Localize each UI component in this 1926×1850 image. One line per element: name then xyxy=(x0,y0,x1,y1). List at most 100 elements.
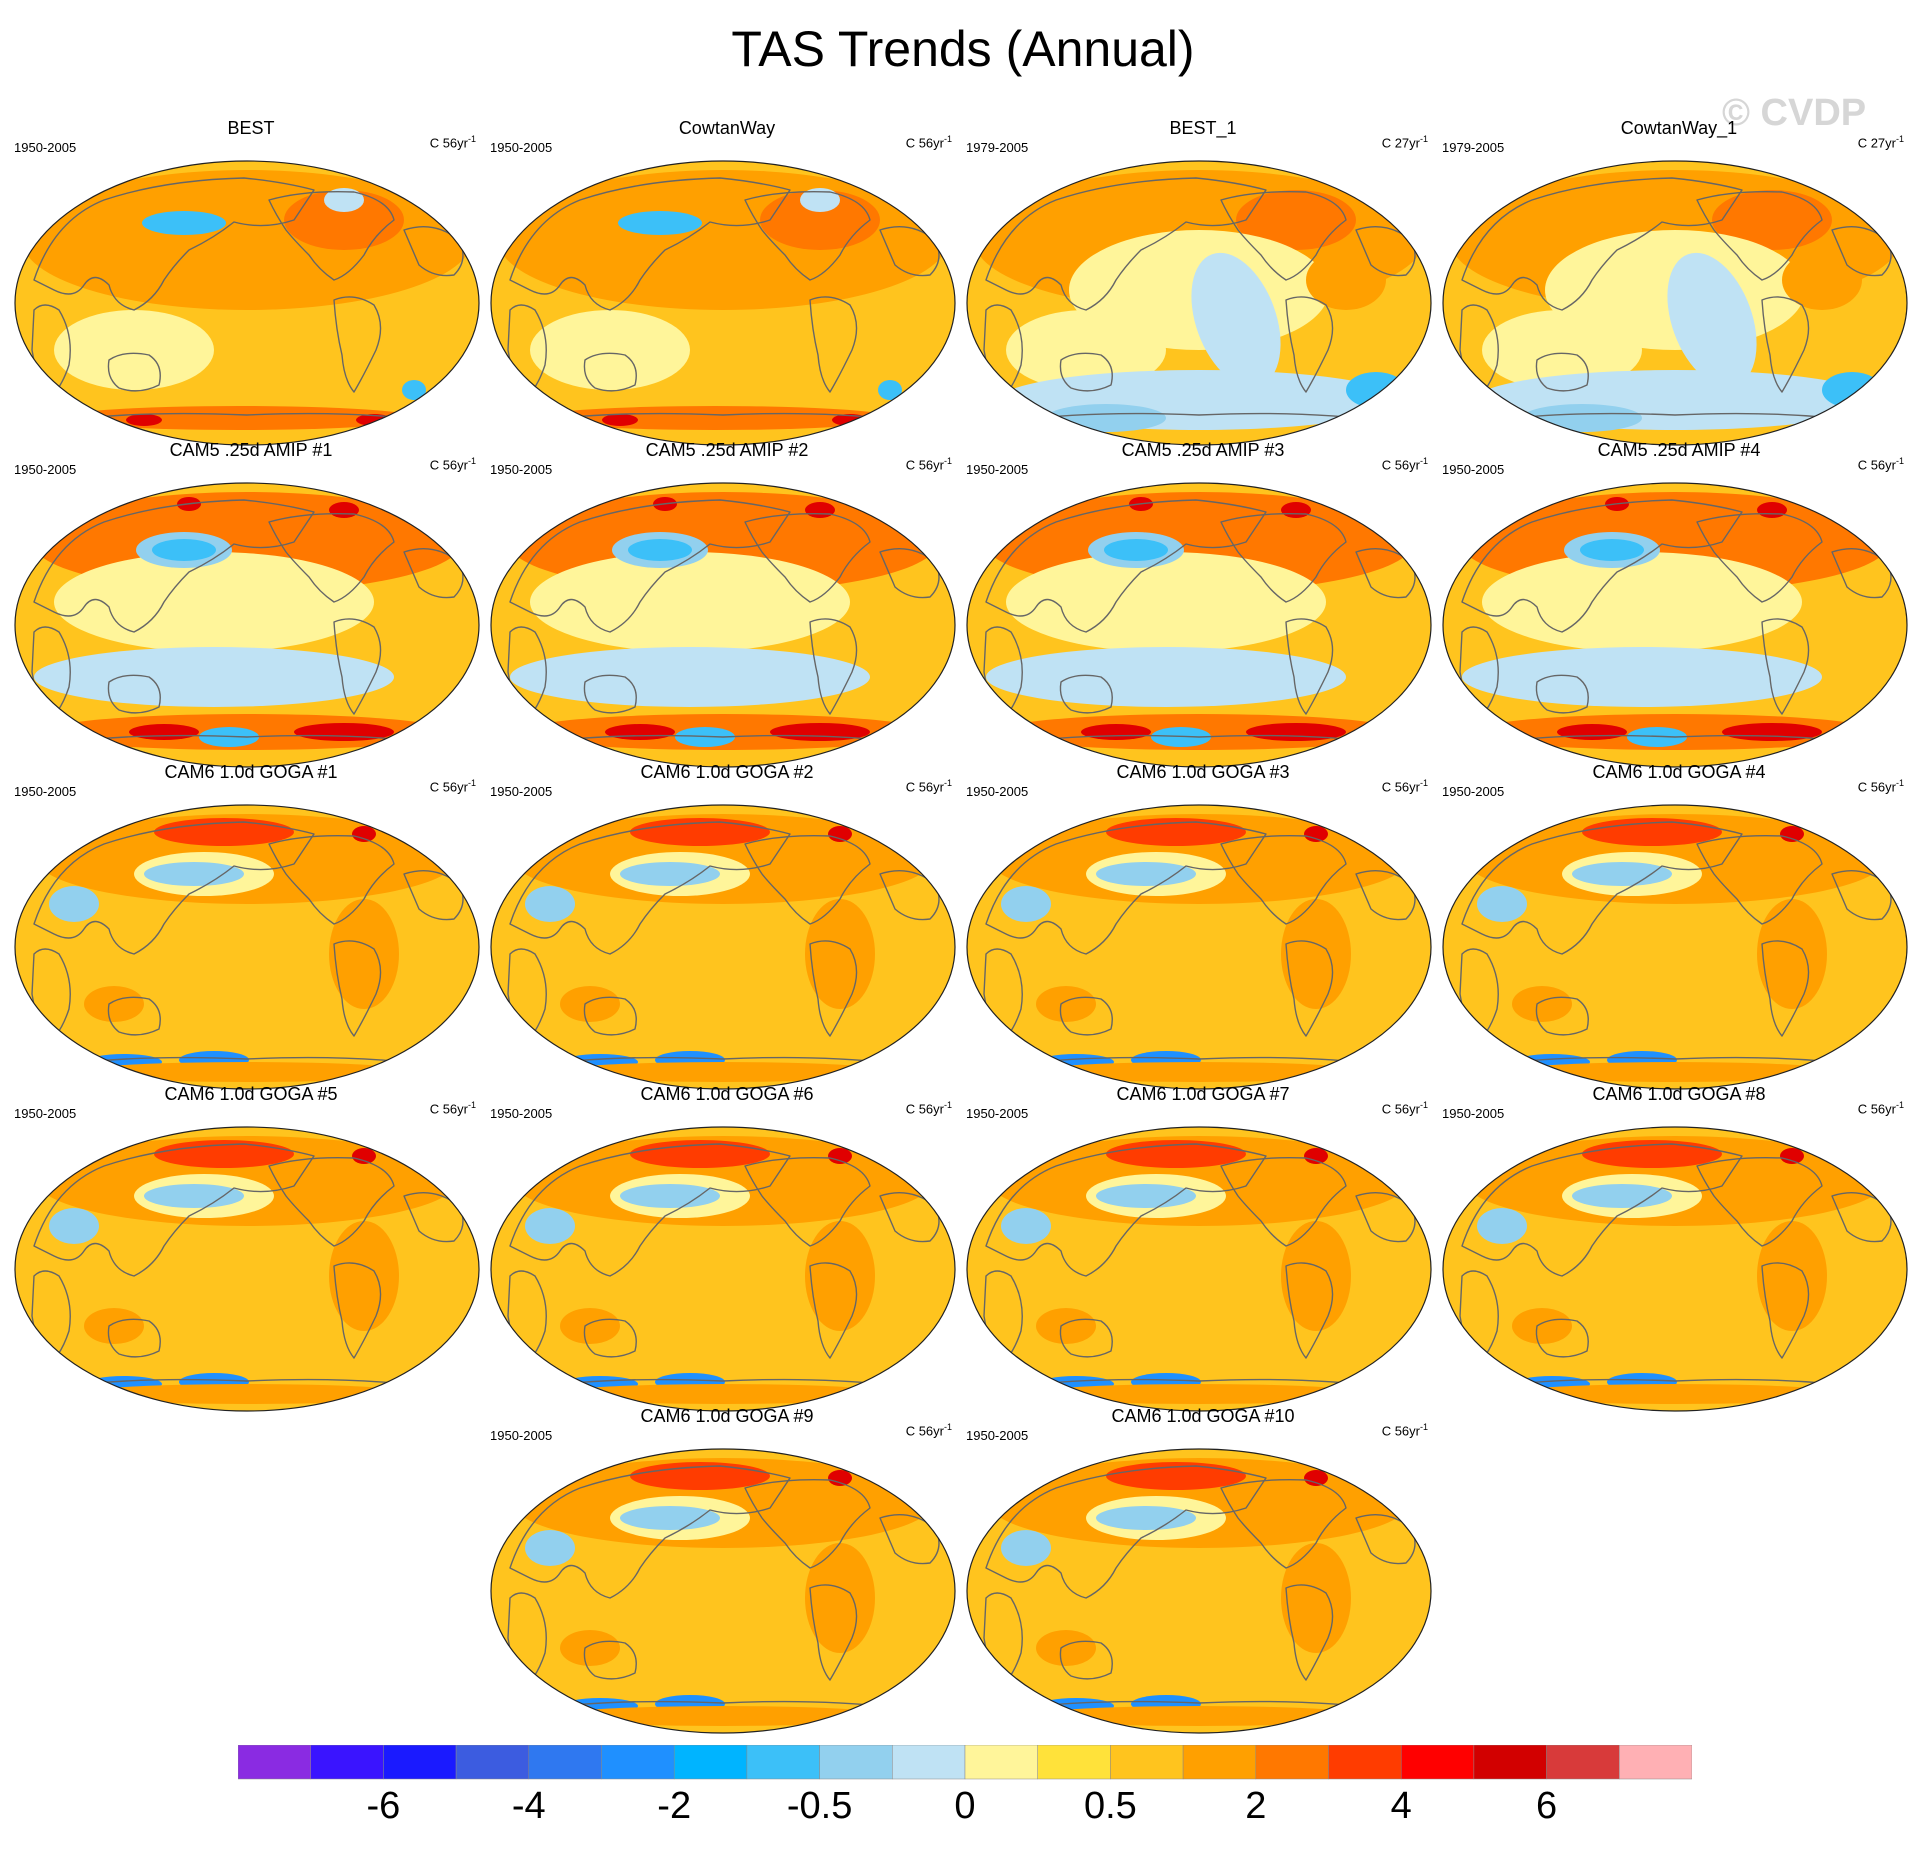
hot-greenland-spot xyxy=(828,1148,852,1164)
cool-north-pacific-core xyxy=(628,539,692,561)
trend-map xyxy=(1442,804,1908,1090)
coastline-eurasia xyxy=(33,177,315,311)
panel-units: C 56yr-1 xyxy=(905,1100,952,1117)
map-outline xyxy=(490,160,956,446)
coastline-europe xyxy=(1355,870,1416,921)
trend-map xyxy=(490,1448,956,1734)
coastline-south-america xyxy=(809,296,858,393)
hot-antarctic-spot-west xyxy=(602,414,638,426)
map-panel: CowtanWay_1 1979-2005 C 27yr-1 xyxy=(1442,118,1916,448)
coastline-europe xyxy=(1831,226,1892,277)
panel-title: CAM6 1.0d GOGA #2 xyxy=(640,762,814,782)
colorbar-box xyxy=(964,1745,1038,1780)
warm-south-america xyxy=(805,1221,875,1331)
panel-title: CAM6 1.0d GOGA #5 xyxy=(164,1084,338,1104)
warm-antarctic-rim xyxy=(1029,1706,1369,1726)
pale-tropical-band xyxy=(54,552,374,652)
coastline-south-america xyxy=(333,296,382,393)
cool-east-asia-spot xyxy=(1001,1208,1051,1244)
coastline-australia xyxy=(107,674,161,714)
colorbar-box xyxy=(892,1745,966,1780)
panel-title: CowtanWay xyxy=(678,118,776,138)
colorbar-box xyxy=(673,1745,748,1780)
coastline-south-america xyxy=(333,1262,382,1359)
warm-north-america-arctic xyxy=(284,190,404,250)
map-panel: CAM6 1.0d GOGA #9 1950-2005 C 56yr-1 xyxy=(490,1406,964,1736)
warm-south-america xyxy=(1281,1221,1351,1331)
hot-siberian-arctic xyxy=(1106,818,1246,846)
map-outline xyxy=(14,804,480,1090)
panel-period: 1979-2005 xyxy=(966,140,1029,155)
trend-map xyxy=(1442,1126,1908,1412)
cool-north-pacific-spot xyxy=(618,211,702,235)
hot-arctic-spot-east xyxy=(805,502,835,518)
hot-siberian-arctic xyxy=(630,818,770,846)
colorbar-box xyxy=(1110,1745,1184,1780)
trend-map xyxy=(966,1126,1432,1412)
panel-title: CAM6 1.0d GOGA #8 xyxy=(1592,1084,1766,1104)
map-outline xyxy=(14,160,480,446)
pale-indian-ocean-patch xyxy=(54,310,214,390)
cool-north-pacific-core xyxy=(620,1184,720,1208)
panel-units: C 56yr-1 xyxy=(1381,778,1428,795)
map-panel: CAM6 1.0d GOGA #2 1950-2005 C 56yr-1 xyxy=(490,762,964,1092)
coastline-north-america xyxy=(1696,512,1823,603)
coastline-eurasia xyxy=(509,499,791,633)
trend-map xyxy=(14,804,480,1090)
map-outline xyxy=(1442,160,1908,446)
coastline-eurasia xyxy=(509,1465,791,1599)
panel-period: 1950-2005 xyxy=(490,1428,553,1443)
warm-antarctic-rim xyxy=(553,1706,893,1726)
cool-east-asia-spot xyxy=(49,1208,99,1244)
hot-antarctic-spot-east xyxy=(770,723,870,741)
coastline-australia xyxy=(1059,674,1113,714)
warm-south-america xyxy=(329,899,399,1009)
warm-northern-high-latitudes xyxy=(498,170,948,310)
coastline-europe xyxy=(403,1192,464,1243)
coastline-eurasia xyxy=(1461,821,1743,955)
cool-southern-midlatitudes xyxy=(1462,647,1822,707)
map-panel: BEST_1 1979-2005 C 27yr-1 xyxy=(966,118,1440,448)
hot-siberian-arctic xyxy=(154,818,294,846)
panel-units: C 56yr-1 xyxy=(905,1422,952,1439)
hot-antarctic-spot-west xyxy=(126,414,162,426)
hot-greenland-spot xyxy=(352,826,376,842)
panel-period: 1950-2005 xyxy=(490,784,553,799)
cvdp-watermark: © CVDP xyxy=(1722,92,1867,134)
coastline-south-america xyxy=(333,618,382,715)
cool-north-pacific-core xyxy=(144,1184,244,1208)
trend-map xyxy=(14,482,480,768)
warm-northern-high-latitudes xyxy=(22,170,472,310)
panel-title: CAM5 .25d AMIP #3 xyxy=(1121,440,1285,460)
map-panel: CAM6 1.0d GOGA #3 1950-2005 C 56yr-1 xyxy=(966,762,1440,1092)
hot-siberian-arctic xyxy=(1582,818,1722,846)
trend-map xyxy=(490,482,956,768)
coastline-europe xyxy=(403,870,464,921)
coastline-europe xyxy=(403,548,464,599)
cool-north-pacific-core xyxy=(1096,862,1196,886)
warm-antarctic-rim xyxy=(1029,1384,1369,1404)
warm-atlantic-region xyxy=(1782,250,1862,310)
panel-units: C 56yr-1 xyxy=(429,456,476,473)
map-outline xyxy=(490,1448,956,1734)
hot-greenland-spot xyxy=(1304,1148,1328,1164)
cool-north-pacific-core xyxy=(620,862,720,886)
coastline-south-america xyxy=(809,1262,858,1359)
panel-units: C 56yr-1 xyxy=(429,134,476,151)
panel-units: C 56yr-1 xyxy=(905,134,952,151)
trend-map xyxy=(1442,482,1908,768)
colorbar-tick-label: -6 xyxy=(366,1785,401,1827)
cool-east-asia-spot xyxy=(49,886,99,922)
coastline-north-america xyxy=(1696,834,1823,925)
map-outline xyxy=(14,482,480,768)
pale-tropical-band xyxy=(1482,552,1802,652)
warm-antarctic-rim xyxy=(1505,1384,1845,1404)
panel-title: CAM6 1.0d GOGA #6 xyxy=(640,1084,814,1104)
coastline-australia xyxy=(583,996,637,1036)
warm-australia xyxy=(560,1308,620,1344)
coastline-eurasia xyxy=(985,1143,1267,1277)
coastline-australia xyxy=(1535,1318,1589,1358)
panel-period: 1950-2005 xyxy=(14,784,77,799)
panel-units: C 27yr-1 xyxy=(1381,134,1428,151)
cool-south-atlantic-spot xyxy=(402,380,426,400)
